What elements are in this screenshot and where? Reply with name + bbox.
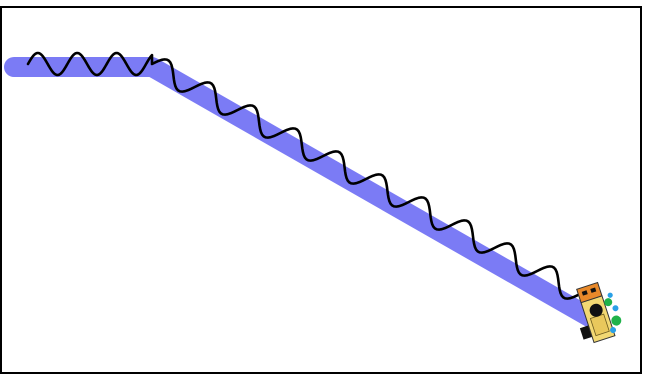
track-line: [4, 57, 608, 332]
robot-sprite[interactable]: [568, 279, 626, 346]
robot-eye-left: [581, 290, 588, 296]
robot-head: [576, 281, 603, 304]
robot-eye-right: [590, 287, 597, 293]
robot-sensor-green-bottom: [611, 315, 622, 326]
robot-sensor-blue-1: [612, 305, 619, 312]
robot-trail: [26, 51, 582, 300]
robot-sensor-green-top: [604, 298, 613, 307]
robot-sensor-blue-2: [610, 327, 617, 334]
robot-sensor-blue-3: [607, 292, 613, 298]
robot-sensor-ball: [589, 303, 603, 317]
